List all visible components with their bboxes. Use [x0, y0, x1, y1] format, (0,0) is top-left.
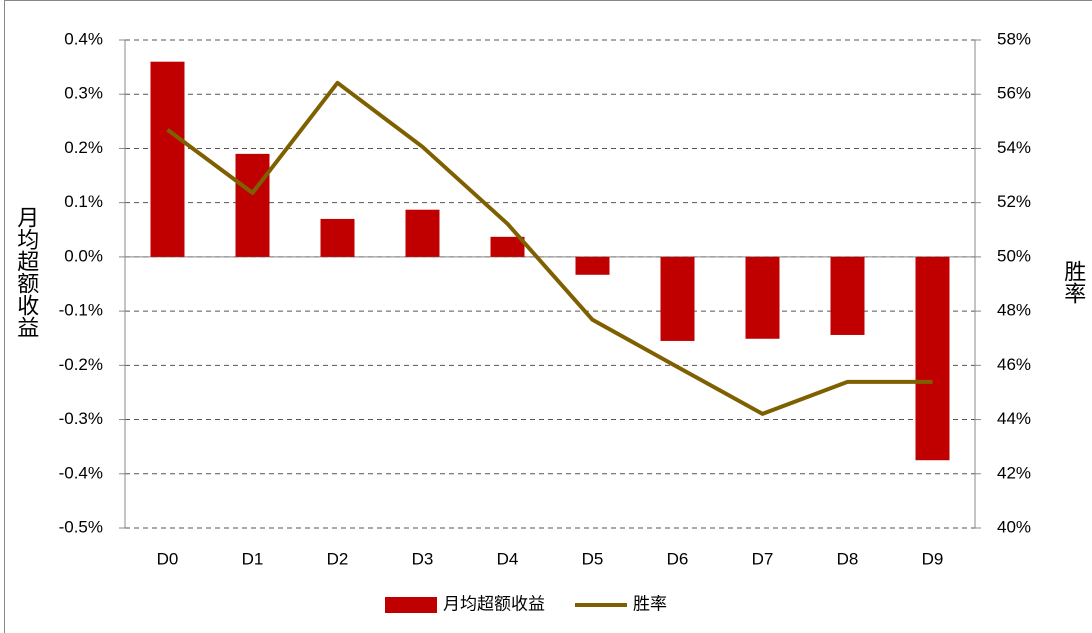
- y-tick-label: -0.1%: [59, 301, 103, 320]
- y-axis-title: 月均超额收益: [14, 206, 39, 338]
- legend-label: 胜率: [633, 594, 667, 613]
- y2-tick-label: 58%: [997, 29, 1031, 48]
- x-tick-label: D9: [922, 549, 944, 568]
- x-tick-label: D1: [242, 549, 264, 568]
- y2-tick-label: 40%: [997, 517, 1031, 536]
- y-tick-label: -0.4%: [59, 463, 103, 482]
- y-tick-label: -0.2%: [59, 355, 103, 374]
- bar: [490, 236, 525, 257]
- x-tick-label: D6: [667, 549, 689, 568]
- bar: [235, 153, 270, 257]
- bar: [830, 256, 865, 335]
- x-tick-label: D5: [582, 549, 604, 568]
- bar: [150, 61, 185, 257]
- x-tick-label: D3: [412, 549, 434, 568]
- y-tick-label: 0.3%: [64, 84, 103, 103]
- bar: [660, 256, 695, 341]
- y-tick-label: 0.4%: [64, 29, 103, 48]
- y2-tick-label: 44%: [997, 409, 1031, 428]
- y-tick-label: 0.2%: [64, 138, 103, 157]
- bar: [405, 209, 440, 257]
- x-tick-label: D8: [837, 549, 859, 568]
- y2-tick-label: 50%: [997, 246, 1031, 265]
- legend-swatch: [385, 597, 437, 613]
- bar: [320, 218, 355, 257]
- bar: [575, 256, 610, 275]
- frame: [4, 0, 1092, 633]
- bar: [745, 256, 780, 339]
- x-tick-label: D2: [327, 549, 349, 568]
- y2-tick-label: 54%: [997, 138, 1031, 157]
- y-tick-label: 0.0%: [64, 246, 103, 265]
- x-tick-label: D0: [157, 549, 179, 568]
- bar: [915, 256, 950, 461]
- y2-tick-label: 52%: [997, 192, 1031, 211]
- y2-axis-title: 胜率: [1061, 260, 1086, 304]
- y2-tick-label: 56%: [997, 84, 1031, 103]
- y-tick-label: -0.3%: [59, 409, 103, 428]
- y2-tick-label: 46%: [997, 355, 1031, 374]
- y2-tick-label: 48%: [997, 301, 1031, 320]
- legend-label: 月均超额收益: [443, 594, 545, 613]
- y-tick-label: -0.5%: [59, 517, 103, 536]
- x-tick-label: D7: [752, 549, 774, 568]
- y-tick-label: 0.1%: [64, 192, 103, 211]
- x-tick-label: D4: [497, 549, 519, 568]
- line: [166, 80, 933, 416]
- y2-tick-label: 42%: [997, 463, 1031, 482]
